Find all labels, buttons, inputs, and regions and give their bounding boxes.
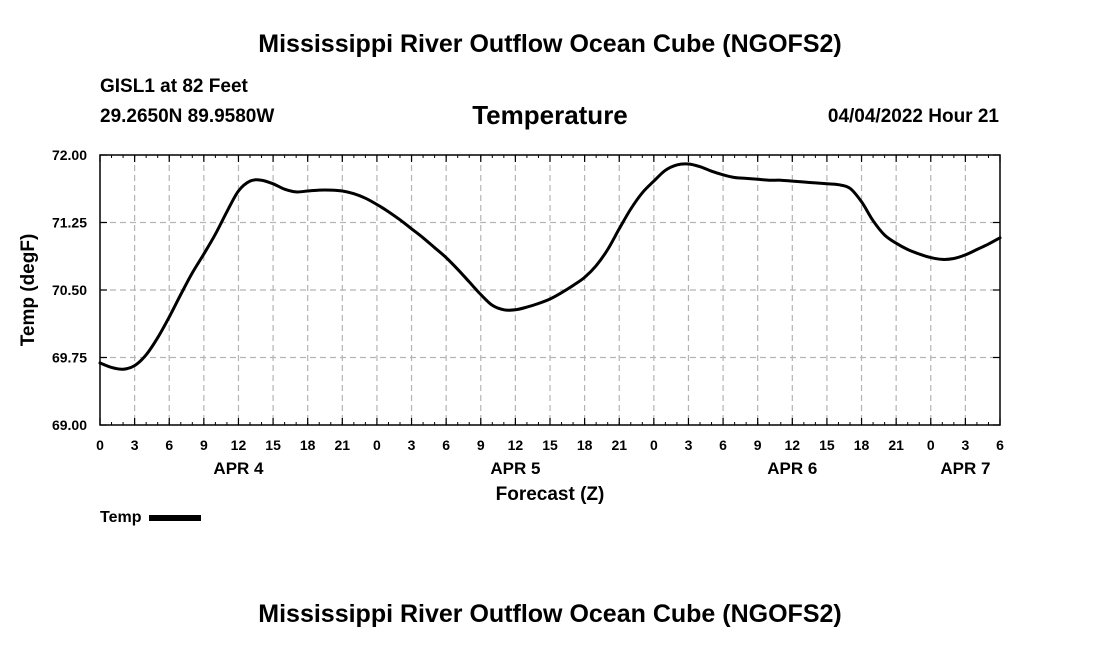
x-tick-label: 6 <box>442 437 450 453</box>
y-tick-label: 69.00 <box>52 417 87 433</box>
x-tick-label: 3 <box>131 437 139 453</box>
x-tick-label: 3 <box>961 437 969 453</box>
x-tick-label: 6 <box>996 437 1004 453</box>
x-tick-label: 9 <box>754 437 762 453</box>
x-tick-label: 12 <box>231 437 247 453</box>
y-tick-label: 72.00 <box>52 147 87 163</box>
x-tick-label: 21 <box>888 437 904 453</box>
main-title: Mississippi River Outflow Ocean Cube (NG… <box>258 30 842 58</box>
x-tick-label: 12 <box>508 437 524 453</box>
x-tick-label: 12 <box>785 437 801 453</box>
x-tick-label: 9 <box>200 437 208 453</box>
x-tick-label: 3 <box>685 437 693 453</box>
axis-labels: 0 3 6 9 12 15 18 21 0 3 6 9 12 15 18 21 0 3 6 9 12 15 18 21 0 3 6 6… <box>52 147 1004 478</box>
x-tick-label: 6 <box>719 437 727 453</box>
x-tick-label: 0 <box>373 437 381 453</box>
chart-title: Temperature <box>472 100 628 130</box>
forecast-timestamp: 04/04/2022 Hour 21 <box>827 106 999 127</box>
station-label: GISL1 at 82 Feet <box>100 76 248 97</box>
axis-ticks <box>99 154 1001 426</box>
y-axis-title: Temp (degF) <box>18 234 39 347</box>
bottom-title: Mississippi River Outflow Ocean Cube (NG… <box>258 600 842 628</box>
legend-label: Temp <box>100 509 142 526</box>
x-tick-label: 0 <box>650 437 658 453</box>
day-label: APR 5 <box>490 459 540 478</box>
x-tick-label: 15 <box>819 437 835 453</box>
y-tick-label: 69.75 <box>52 350 87 366</box>
x-axis-title: Forecast (Z) <box>496 484 605 505</box>
x-tick-label: 18 <box>300 437 316 453</box>
x-tick-label: 15 <box>542 437 558 453</box>
x-tick-label: 9 <box>477 437 485 453</box>
x-tick-label: 21 <box>335 437 351 453</box>
legend: Temp <box>100 509 202 527</box>
grid-lines <box>100 155 1000 425</box>
day-label: APR 7 <box>940 459 990 478</box>
legend-line-swatch <box>149 515 202 521</box>
x-tick-label: 6 <box>165 437 173 453</box>
x-tick-label: 0 <box>927 437 935 453</box>
station-coordinates: 29.2650N 89.9580W <box>100 106 275 127</box>
day-label: APR 4 <box>213 459 264 478</box>
day-label: APR 6 <box>767 459 817 478</box>
x-tick-label: 15 <box>265 437 281 453</box>
x-tick-label: 18 <box>854 437 870 453</box>
y-tick-label: 70.50 <box>52 282 87 298</box>
x-tick-label: 3 <box>408 437 416 453</box>
x-tick-label: 18 <box>577 437 593 453</box>
x-tick-label: 0 <box>96 437 104 453</box>
temperature-series-line <box>98 162 1002 371</box>
x-tick-label: 21 <box>611 437 627 453</box>
y-tick-label: 71.25 <box>52 215 87 231</box>
